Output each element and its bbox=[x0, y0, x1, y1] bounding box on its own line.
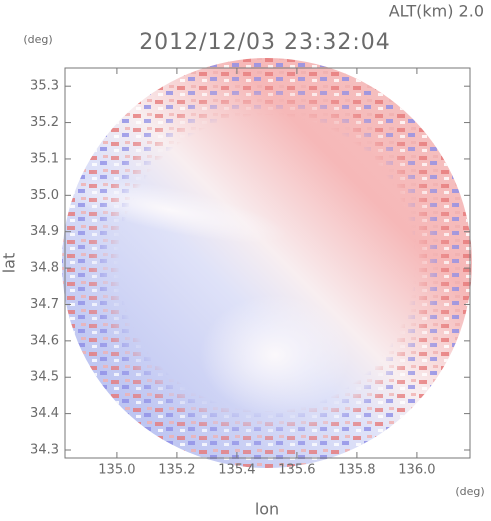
y-axis-label: lat bbox=[0, 253, 19, 274]
y-tick-label: 34.8 bbox=[30, 261, 59, 276]
x-axis-label: lon bbox=[255, 500, 279, 519]
y-tick-label: 35.2 bbox=[30, 115, 59, 130]
x-tick-label: 135.2 bbox=[158, 463, 195, 478]
x-tick-label: 135.6 bbox=[278, 463, 315, 478]
y-tick-label: 34.7 bbox=[30, 297, 59, 312]
chart-title: 2012/12/03 23:32:04 bbox=[139, 30, 391, 55]
radar-field bbox=[62, 58, 472, 468]
plot-frame bbox=[64, 67, 471, 459]
x-unit: (deg) bbox=[455, 485, 484, 498]
y-tick-label: 35.3 bbox=[30, 79, 59, 94]
y-tick-label: 34.4 bbox=[30, 406, 59, 421]
x-tick-label: 135.0 bbox=[98, 463, 135, 478]
x-tick-label: 135.8 bbox=[338, 463, 375, 478]
x-tick-label: 135.4 bbox=[218, 463, 255, 478]
y-tick-label: 34.3 bbox=[30, 442, 59, 457]
y-tick-label: 35.1 bbox=[30, 151, 59, 166]
x-tick-label: 136.0 bbox=[398, 463, 435, 478]
y-tick-label: 34.9 bbox=[30, 224, 59, 239]
y-unit: (deg) bbox=[23, 33, 52, 46]
y-tick-label: 35.0 bbox=[30, 188, 59, 203]
altitude-label: ALT(km) 2.0 bbox=[389, 2, 484, 21]
y-tick-label: 34.5 bbox=[30, 370, 59, 385]
y-tick-label: 34.6 bbox=[30, 333, 59, 348]
